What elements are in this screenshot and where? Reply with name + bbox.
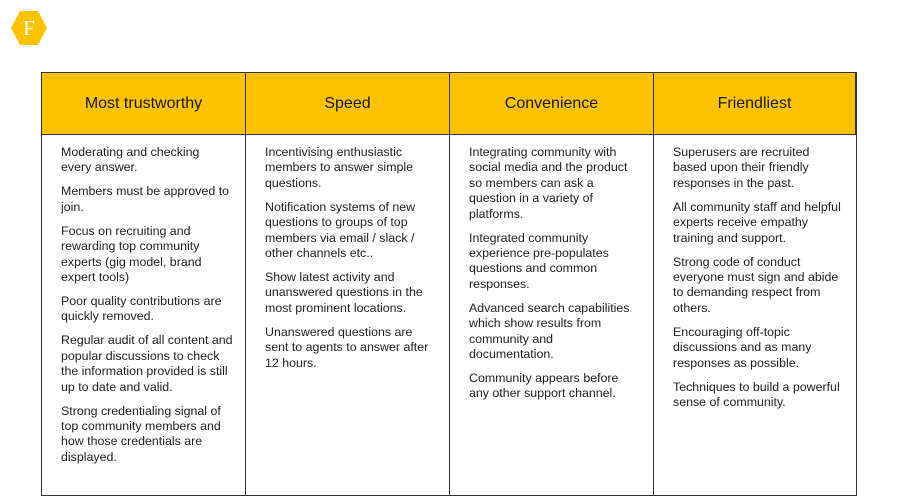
column-item: Strong credentialing signal of top commu… [61,403,221,464]
column-item: Moderating and checking every answer. [61,145,200,175]
column-item: Focus on recruiting and rewarding top co… [61,223,202,285]
column-item: Integrating community with social media … [469,145,628,221]
column-item: Superusers are recruited based upon thei… [673,145,810,190]
column-header-speed: Speed [246,73,450,135]
brand-logo-icon: F [11,11,47,45]
column-item: Regular audit of all content and popular… [61,333,233,394]
column-item: All community staff and helpful experts … [673,199,841,245]
column-item: Techniques to build a powerful sense of … [673,379,840,410]
brand-logo-letter: F [23,16,35,40]
column-item: Notification systems of new questions to… [265,199,416,261]
column-item: Poor quality contributions are quickly r… [61,294,222,324]
column-item: Incentivising enthusiastic members to an… [265,145,414,190]
column-item: Show latest activity and unanswered ques… [265,270,423,315]
comparison-table: Most trustworthy Speed Convenience Friendli… [41,72,857,496]
column-header-friendliest: Friendliest [654,73,856,135]
column-body-convenience: Integrating community with social media … [450,135,654,495]
column-header-most-trustworthy: Most trustworthy [42,73,246,135]
column-item: Unanswered questions are sent to agents … [265,324,429,370]
column-item: Community appears before any other suppo… [469,371,619,401]
column-item: Members must be approved to join. [61,184,230,214]
column-item: Advanced search capabilities which show … [469,300,630,362]
column-body-most-trustworthy: Moderating and checking every answer. Mem… [42,135,246,495]
column-body-speed: Incentivising enthusiastic members to an… [246,135,450,495]
column-header-convenience: Convenience [450,73,654,135]
column-item: Encouraging off-topic discussions and as… [673,324,812,370]
column-body-friendliest: Superusers are recruited based upon thei… [654,135,856,495]
column-item: Integrated community experience pre-popu… [469,230,609,291]
column-item: Strong code of conduct everyone must sig… [673,254,839,315]
